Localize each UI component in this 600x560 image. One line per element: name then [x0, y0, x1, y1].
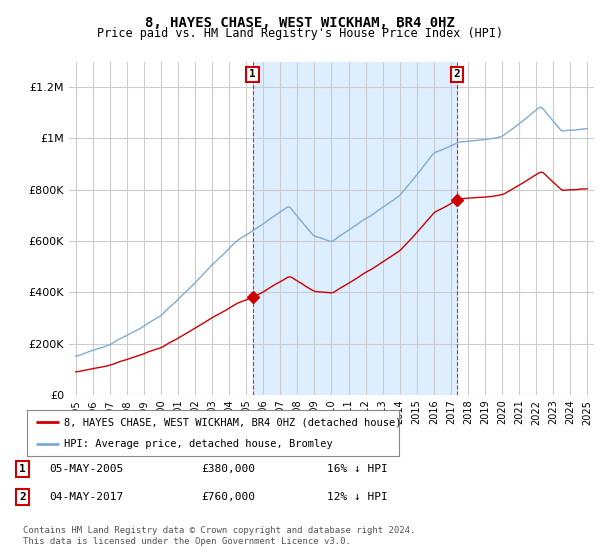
Text: 12% ↓ HPI: 12% ↓ HPI: [327, 492, 388, 502]
Text: £760,000: £760,000: [201, 492, 255, 502]
Text: 1: 1: [249, 69, 256, 80]
Text: Price paid vs. HM Land Registry's House Price Index (HPI): Price paid vs. HM Land Registry's House …: [97, 27, 503, 40]
Text: 8, HAYES CHASE, WEST WICKHAM, BR4 0HZ: 8, HAYES CHASE, WEST WICKHAM, BR4 0HZ: [145, 16, 455, 30]
Text: 2: 2: [19, 492, 26, 502]
Bar: [253, 62, 457, 395]
Text: 1: 1: [19, 464, 26, 474]
Text: 16% ↓ HPI: 16% ↓ HPI: [327, 464, 388, 474]
Text: 04-MAY-2017: 04-MAY-2017: [49, 492, 124, 502]
Text: £380,000: £380,000: [201, 464, 255, 474]
Text: 05-MAY-2005: 05-MAY-2005: [49, 464, 124, 474]
Text: Contains HM Land Registry data © Crown copyright and database right 2024.
This d: Contains HM Land Registry data © Crown c…: [23, 526, 415, 546]
Text: HPI: Average price, detached house, Bromley: HPI: Average price, detached house, Brom…: [64, 439, 333, 449]
Text: 2: 2: [454, 69, 460, 80]
Text: 8, HAYES CHASE, WEST WICKHAM, BR4 0HZ (detached house): 8, HAYES CHASE, WEST WICKHAM, BR4 0HZ (d…: [64, 417, 402, 427]
